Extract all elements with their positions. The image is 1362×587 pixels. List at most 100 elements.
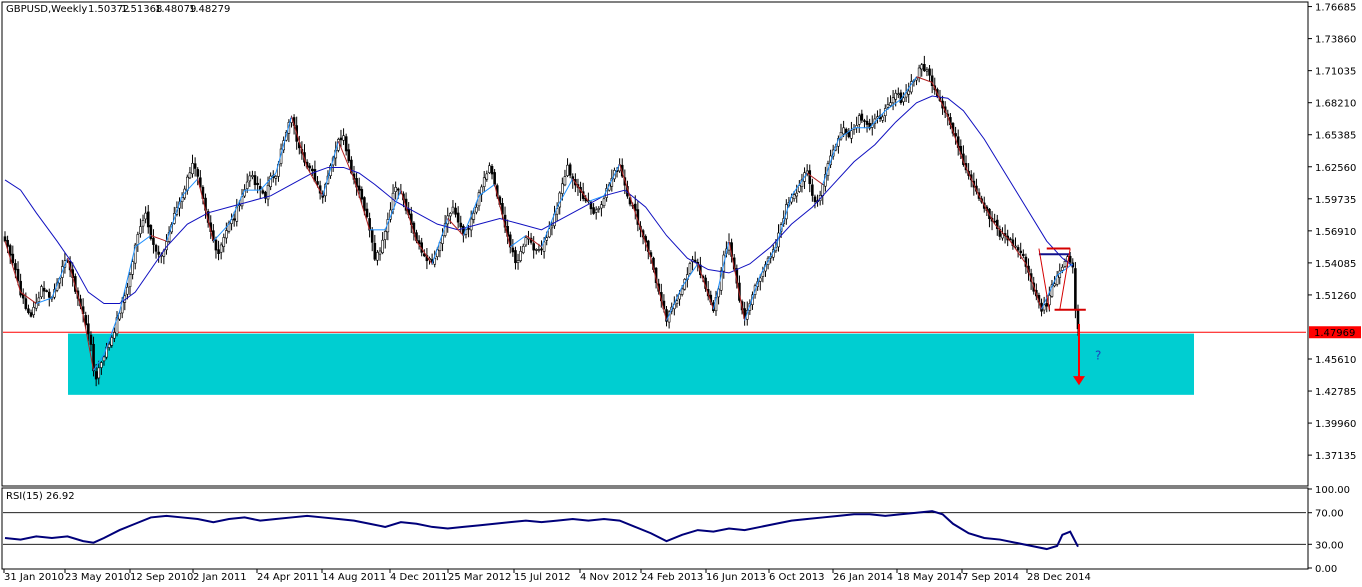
swing-segment — [634, 212, 652, 259]
swing-segment — [619, 163, 636, 213]
candle-body — [521, 245, 525, 253]
candle-body — [482, 177, 486, 187]
candle-body — [87, 323, 90, 335]
current-price-label: 1.47969 — [1314, 328, 1355, 339]
price-tick-label: 1.62560 — [1315, 163, 1356, 174]
candle-body — [118, 312, 121, 320]
candle-body — [561, 183, 564, 194]
swing-segment — [1041, 274, 1058, 310]
candle-body — [245, 181, 249, 189]
candle-body — [32, 306, 35, 316]
swing-segment — [119, 246, 136, 312]
candle-body — [928, 68, 931, 76]
candle-body — [381, 239, 384, 253]
swing-segment — [712, 241, 730, 310]
rsi-label: RSI(15) 26.92 — [6, 491, 75, 502]
candle-body — [214, 239, 218, 251]
candle-body — [894, 92, 897, 100]
candle-body — [904, 92, 908, 98]
candle-body — [1042, 304, 1046, 311]
candle-body — [1048, 295, 1051, 306]
price-tick-label: 1.56910 — [1315, 227, 1356, 238]
swing-segment — [134, 235, 152, 248]
swing-segment — [20, 291, 37, 304]
candle-body — [232, 218, 236, 221]
moving-average — [4, 95, 1074, 305]
candle-body — [339, 137, 343, 141]
triangle-edge — [1059, 248, 1071, 310]
candle-body — [378, 250, 382, 255]
candle-body — [490, 165, 494, 175]
candle-body — [995, 219, 999, 229]
swing-segment — [822, 138, 839, 185]
swing-segment — [228, 189, 246, 225]
candle-body — [373, 242, 377, 260]
rsi-tick-label: 100.00 — [1315, 485, 1350, 496]
candle-body — [376, 252, 379, 261]
candle-body — [449, 213, 452, 217]
candle-body — [540, 248, 543, 251]
down-arrow-head — [1073, 376, 1085, 386]
swing-segment — [1056, 263, 1074, 276]
candle-body — [563, 176, 567, 186]
candle-body — [811, 184, 814, 196]
candle-body — [534, 249, 538, 251]
candle-body — [365, 208, 369, 218]
candle-body — [891, 97, 895, 104]
candle-body — [477, 192, 481, 207]
candle-body — [269, 175, 272, 187]
candle-body — [594, 209, 598, 213]
swing-segment — [931, 82, 949, 117]
candle-body — [475, 206, 478, 213]
swing-segment — [697, 263, 714, 310]
candle-body — [1022, 253, 1025, 256]
swing-segment — [1009, 240, 1027, 265]
candle-body — [34, 302, 38, 309]
candle-body — [589, 201, 593, 210]
date-label: 6 Oct 2013 — [769, 572, 824, 583]
candle-body — [917, 67, 921, 78]
swing-segment — [150, 235, 167, 242]
candle-body — [633, 203, 637, 211]
swing-segment — [603, 163, 621, 197]
price-grid — [1308, 6, 1312, 456]
candle-body — [459, 222, 463, 228]
support-zone — [68, 333, 1194, 395]
candle-body — [876, 116, 879, 119]
price-tick-label: 1.54085 — [1315, 259, 1356, 270]
candle-body — [548, 228, 551, 238]
swing-segment — [916, 76, 933, 83]
candle-body — [1063, 261, 1067, 267]
support-zone-group: 1.47969 — [3, 326, 1361, 395]
candle-body — [139, 226, 142, 235]
ma-line — [4, 95, 1074, 305]
swing-segment — [994, 223, 1011, 242]
candle-body — [511, 247, 515, 253]
candle-body — [6, 239, 9, 247]
swing-segment — [306, 167, 324, 197]
current-price-tag — [1309, 326, 1361, 339]
swing-segment — [353, 178, 371, 230]
candle-body — [842, 127, 845, 135]
candle-body — [199, 177, 202, 188]
candle-body — [308, 165, 312, 169]
swing-segment — [509, 235, 527, 248]
candle-body — [602, 198, 606, 207]
candle-body — [360, 189, 364, 200]
candle-body — [193, 163, 197, 169]
swing-segment — [494, 184, 511, 247]
candle-body — [889, 102, 892, 106]
candle-body — [850, 130, 853, 139]
candle-body — [311, 168, 314, 172]
rsi-tick-label: 0.00 — [1315, 564, 1337, 575]
candle-body — [363, 197, 366, 211]
swing-segment — [838, 127, 855, 140]
candle-body — [456, 212, 460, 223]
candle-body — [266, 184, 270, 200]
candle-body — [1019, 250, 1023, 254]
candle-body — [157, 251, 160, 255]
candle-body — [865, 120, 869, 125]
candle-body — [925, 69, 929, 72]
swing-segment — [525, 235, 542, 248]
